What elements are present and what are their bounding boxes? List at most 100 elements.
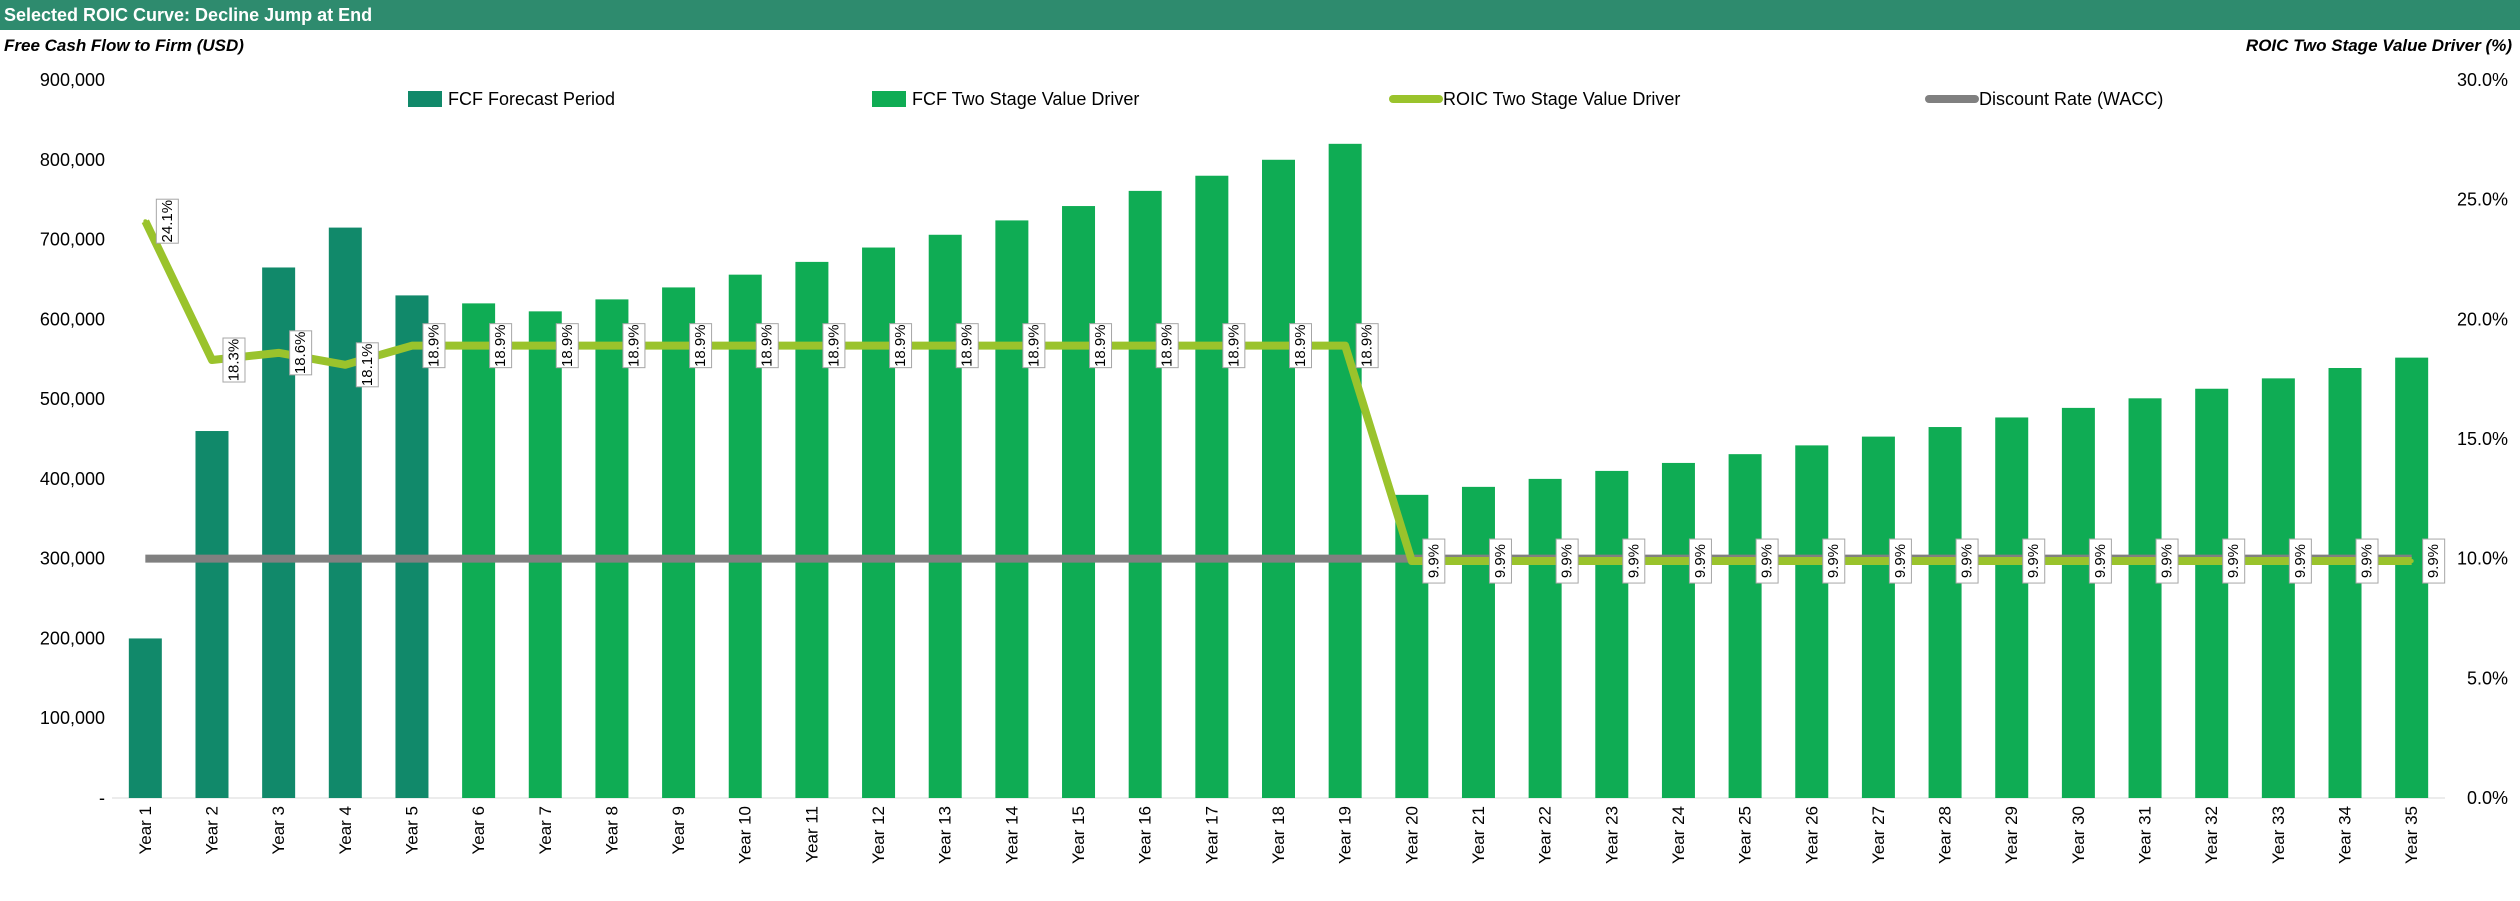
bar-fcf-value-driver bbox=[1461, 486, 1495, 798]
left-tick-label: 100,000 bbox=[40, 708, 105, 728]
roic-point bbox=[876, 343, 881, 348]
roic-data-label-box bbox=[1888, 538, 1912, 584]
roic-data-label-box bbox=[1222, 323, 1246, 369]
roic-data-label-box bbox=[622, 323, 646, 369]
x-tick-label: Year 31 bbox=[2136, 806, 2155, 864]
bar-fcf-value-driver bbox=[1328, 143, 1362, 799]
x-tick-label: Year 7 bbox=[536, 806, 555, 855]
roic-data-label-box bbox=[422, 323, 446, 369]
bar-fcf-value-driver bbox=[1661, 462, 1695, 798]
x-tick-label: Year 4 bbox=[336, 806, 355, 855]
bar-fcf-value-driver bbox=[1128, 190, 1162, 798]
roic-data-label-box bbox=[2422, 538, 2446, 584]
roic-data-label: 9.9% bbox=[1825, 544, 1842, 578]
roic-data-label-box bbox=[1289, 323, 1312, 369]
bar-fcf-forecast bbox=[195, 431, 229, 798]
bar-fcf-forecast bbox=[328, 227, 362, 799]
roic-data-label-box bbox=[2288, 538, 2312, 584]
legend-label: FCF Forecast Period bbox=[448, 89, 615, 109]
bar-fcf-value-driver bbox=[1262, 159, 1295, 798]
roic-point bbox=[543, 343, 548, 348]
roic-point bbox=[1743, 559, 1748, 564]
roic-data-label: 9.9% bbox=[1959, 544, 1976, 578]
roic-data-label: 9.9% bbox=[2292, 544, 2309, 578]
bar-fcf-value-driver bbox=[1195, 175, 1229, 798]
legend-swatch bbox=[408, 91, 442, 107]
roic-point bbox=[1009, 343, 1014, 348]
bar-fcf-forecast bbox=[395, 295, 429, 798]
x-tick-label: Year 35 bbox=[2402, 806, 2421, 864]
roic-point bbox=[1076, 343, 1081, 348]
roic-data-label-box bbox=[1089, 323, 1113, 369]
bar-fcf-value-driver bbox=[595, 299, 629, 798]
legend-swatch bbox=[872, 91, 906, 107]
roic-data-label-box bbox=[889, 323, 913, 369]
roic-data-label-box bbox=[555, 323, 579, 369]
roic-point bbox=[343, 362, 348, 367]
right-axis-title: ROIC Two Stage Value Driver (%) bbox=[2245, 36, 2512, 55]
chart-title: Selected ROIC Curve: Decline Jump at End bbox=[0, 0, 2520, 30]
roic-data-label-box bbox=[1622, 538, 1646, 584]
roic-data-label-box bbox=[2088, 538, 2112, 584]
bar-fcf-value-driver bbox=[2061, 407, 2095, 798]
roic-point bbox=[1809, 559, 1814, 564]
bar-fcf-value-driver bbox=[1595, 470, 1629, 798]
roic-data-label: 18.9% bbox=[1225, 324, 1242, 367]
bar-fcf-value-driver bbox=[1928, 427, 1962, 798]
right-tick-label: 0.0% bbox=[2467, 788, 2508, 808]
bar-fcf-value-driver bbox=[995, 220, 1029, 799]
roic-data-label: 9.9% bbox=[1625, 544, 1642, 578]
x-tick-label: Year 16 bbox=[1136, 806, 1155, 864]
roic-data-label: 9.9% bbox=[1425, 544, 1442, 578]
roic-point bbox=[743, 343, 748, 348]
right-tick-label: 15.0% bbox=[2457, 429, 2508, 449]
roic-point bbox=[676, 343, 681, 348]
roic-point bbox=[943, 343, 948, 348]
roic-data-label: 18.9% bbox=[1292, 324, 1309, 367]
x-tick-label: Year 29 bbox=[2002, 806, 2021, 864]
x-tick-label: Year 28 bbox=[1936, 806, 1955, 864]
roic-point bbox=[1676, 559, 1681, 564]
roic-data-label-box bbox=[1488, 538, 1512, 584]
roic-data-label: 9.9% bbox=[2025, 544, 2042, 578]
roic-point bbox=[1209, 343, 1214, 348]
bar-fcf-value-driver bbox=[2195, 388, 2229, 798]
left-tick-label: 900,000 bbox=[40, 70, 105, 90]
roic-data-label-box bbox=[1022, 323, 1046, 369]
x-tick-label: Year 34 bbox=[2336, 806, 2355, 864]
x-tick-label: Year 21 bbox=[1469, 806, 1488, 864]
roic-data-label: 18.9% bbox=[1025, 324, 1042, 367]
x-tick-label: Year 9 bbox=[669, 806, 688, 855]
roic-data-label: 24.1% bbox=[159, 200, 176, 243]
roic-data-label-box bbox=[222, 337, 246, 383]
roic-data-label: 18.9% bbox=[825, 324, 842, 367]
roic-data-label-box bbox=[355, 342, 379, 388]
legend-label: FCF Two Stage Value Driver bbox=[912, 89, 1139, 109]
roic-data-label: 18.9% bbox=[959, 324, 976, 367]
roic-point bbox=[2209, 559, 2214, 564]
right-tick-label: 5.0% bbox=[2467, 668, 2508, 688]
right-tick-label: 20.0% bbox=[2457, 309, 2508, 329]
x-tick-label: Year 15 bbox=[1069, 806, 1088, 864]
x-tick-label: Year 13 bbox=[936, 806, 955, 864]
roic-data-label: 18.9% bbox=[625, 324, 642, 367]
right-tick-label: 10.0% bbox=[2457, 549, 2508, 569]
roic-data-label: 9.9% bbox=[2425, 544, 2442, 578]
roic-data-label-box bbox=[289, 330, 313, 376]
bar-fcf-forecast bbox=[128, 638, 162, 798]
roic-point bbox=[1476, 559, 1481, 564]
roic-point bbox=[1943, 559, 1948, 564]
roic-point bbox=[1343, 343, 1348, 348]
bar-fcf-value-driver bbox=[928, 234, 962, 798]
x-tick-label: Year 17 bbox=[1202, 806, 1221, 864]
left-axis-title: Free Cash Flow to Firm (USD) bbox=[4, 36, 244, 55]
roic-data-label: 18.9% bbox=[425, 324, 442, 367]
roic-point bbox=[1876, 559, 1881, 564]
roic-point bbox=[2143, 559, 2148, 564]
roic-data-label-box bbox=[1555, 538, 1579, 584]
left-tick-label: 300,000 bbox=[40, 549, 105, 569]
roic-data-label: 9.9% bbox=[1492, 544, 1509, 578]
roic-data-label: 18.6% bbox=[292, 332, 309, 375]
legend-label: Discount Rate (WACC) bbox=[1979, 89, 2163, 109]
roic-data-label-box bbox=[1422, 538, 1446, 584]
